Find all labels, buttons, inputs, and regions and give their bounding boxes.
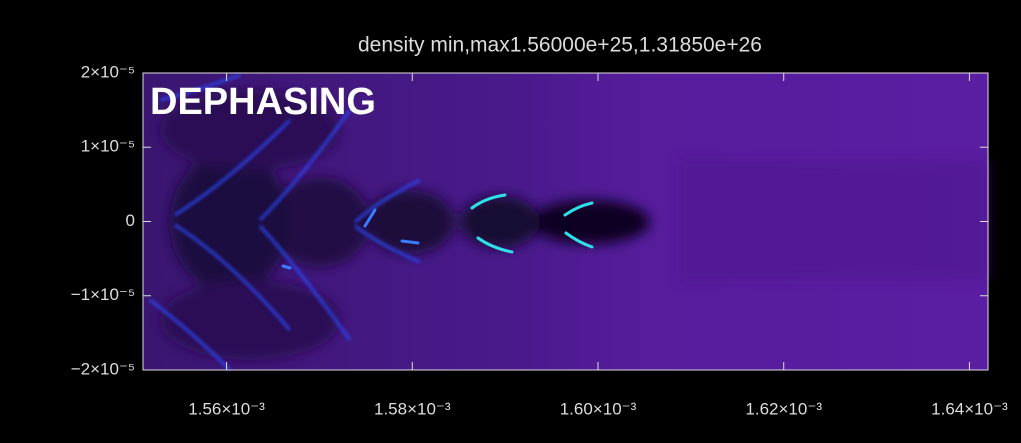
wake-streaks — [149, 73, 421, 372]
x-tick-label: 1.62×10⁻³ — [745, 399, 822, 418]
x-tick-label: 1.56×10⁻³ — [188, 399, 265, 418]
y-tick-label: 0 — [126, 211, 135, 230]
y-tick-label: −1×10⁻⁵ — [71, 285, 135, 304]
plot-area — [142, 72, 989, 372]
density-spikes — [281, 193, 594, 270]
y-tick-label: −2×10⁻⁵ — [71, 359, 135, 378]
x-tick-label: 1.64×10⁻³ — [931, 399, 1008, 418]
x-tick-label: 1.60×10⁻³ — [560, 399, 637, 418]
chart-title: density min,max1.56000e+25,1.31850e+26 — [358, 34, 762, 57]
x-tick-label: 1.58×10⁻³ — [374, 399, 451, 418]
density-region — [680, 160, 988, 280]
dark-cavities — [160, 90, 650, 360]
annotation: DEPHASING — [150, 81, 376, 123]
y-tick-label: 2×10⁻⁵ — [81, 62, 135, 81]
y-tick-label: 1×10⁻⁵ — [81, 137, 135, 156]
